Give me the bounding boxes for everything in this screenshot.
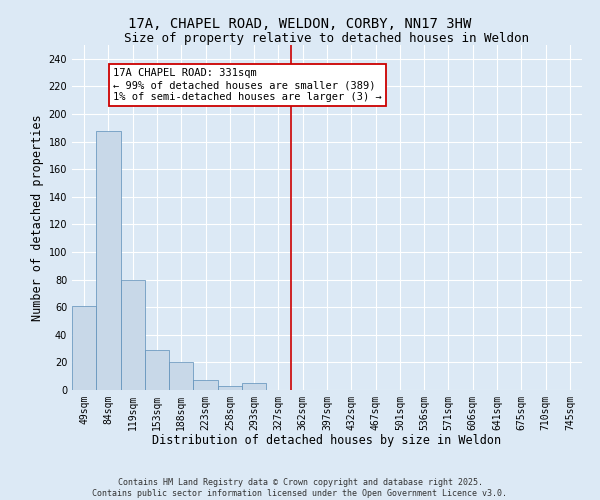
Bar — [96, 130, 121, 390]
Bar — [72, 306, 96, 390]
X-axis label: Distribution of detached houses by size in Weldon: Distribution of detached houses by size … — [152, 434, 502, 448]
Y-axis label: Number of detached properties: Number of detached properties — [31, 114, 44, 321]
Title: Size of property relative to detached houses in Weldon: Size of property relative to detached ho… — [125, 32, 530, 45]
Bar — [242, 383, 266, 390]
Text: 17A CHAPEL ROAD: 331sqm
← 99% of detached houses are smaller (389)
1% of semi-de: 17A CHAPEL ROAD: 331sqm ← 99% of detache… — [113, 68, 382, 102]
Bar — [121, 280, 145, 390]
Text: 17A, CHAPEL ROAD, WELDON, CORBY, NN17 3HW: 17A, CHAPEL ROAD, WELDON, CORBY, NN17 3H… — [128, 18, 472, 32]
Bar — [193, 380, 218, 390]
Bar — [218, 386, 242, 390]
Text: Contains HM Land Registry data © Crown copyright and database right 2025.
Contai: Contains HM Land Registry data © Crown c… — [92, 478, 508, 498]
Bar — [145, 350, 169, 390]
Bar — [169, 362, 193, 390]
